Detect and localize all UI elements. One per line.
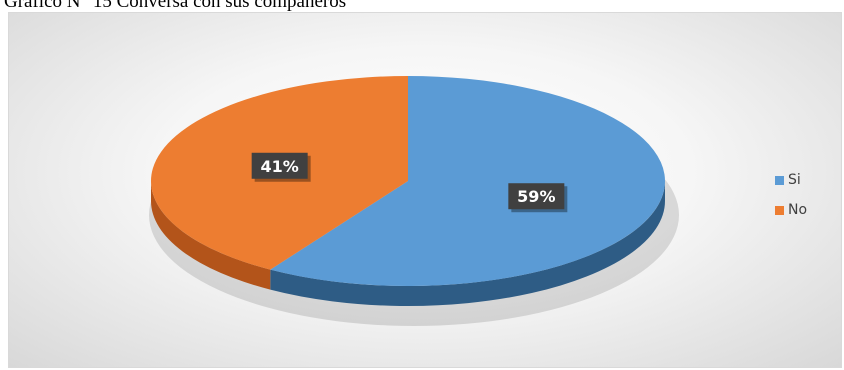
svg-text:59%: 59% (517, 187, 555, 206)
legend-item-no: No (775, 195, 807, 225)
data-label-si: 59% (508, 183, 568, 213)
legend-item-si: Si (775, 165, 807, 195)
svg-text:41%: 41% (261, 157, 299, 176)
pie-slice-si (270, 76, 665, 286)
pie-side-si (270, 181, 665, 306)
pie-side-no (151, 181, 271, 290)
legend-label-si: Si (788, 172, 801, 188)
figure-caption: Gráfico N° 15 Conversa con sus compañero… (4, 0, 347, 12)
legend-label-no: No (788, 202, 808, 218)
legend-swatch-no (775, 205, 784, 215)
legend: Si No (775, 165, 807, 225)
data-label-no: 41% (251, 152, 311, 182)
legend-swatch-si (775, 175, 784, 185)
